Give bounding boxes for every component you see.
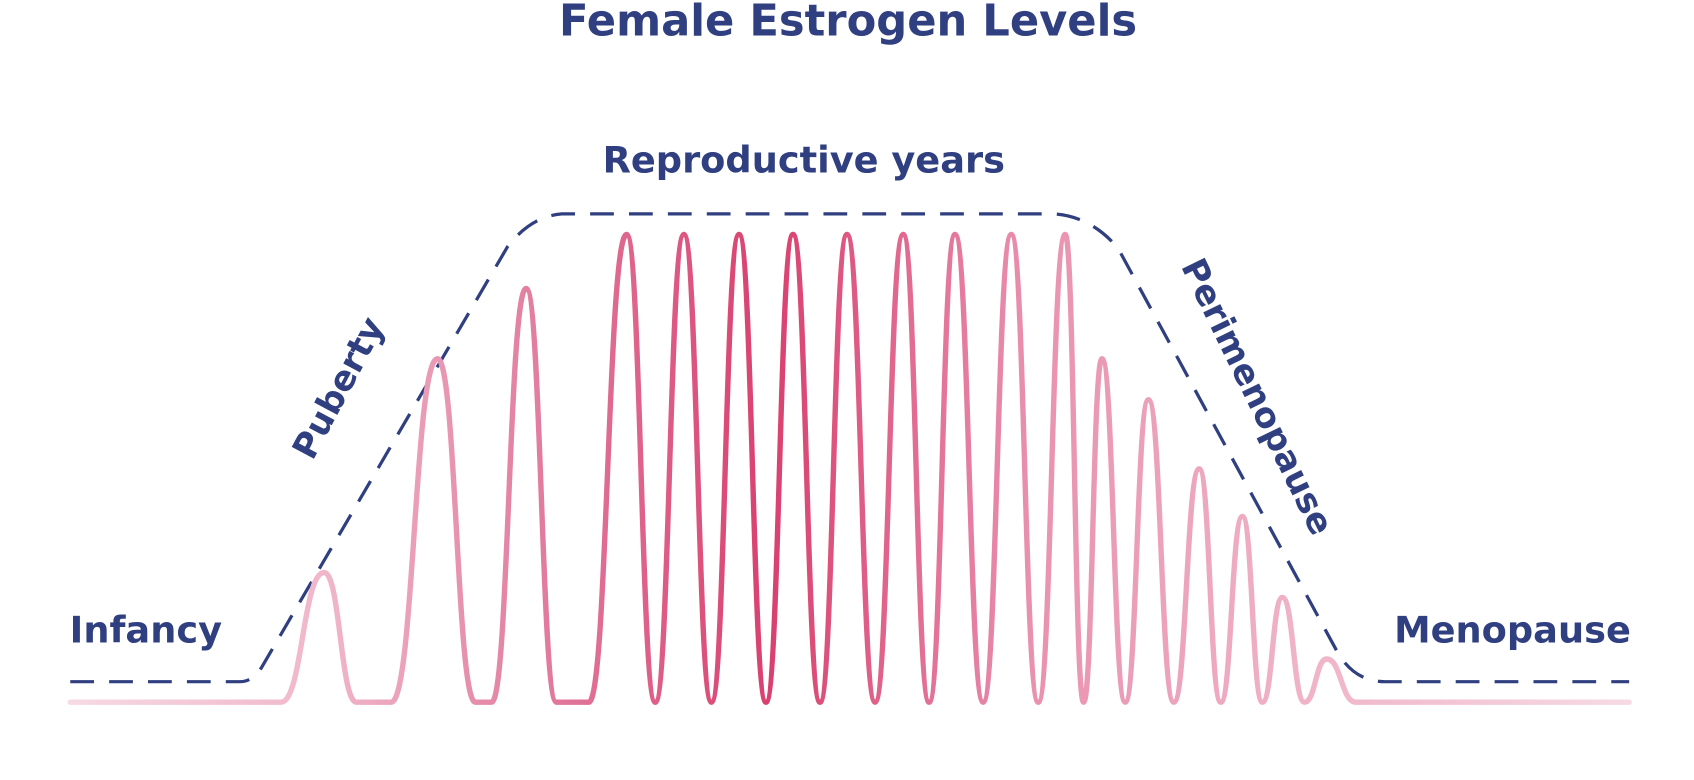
label-menopause: Menopause xyxy=(1394,608,1631,651)
estrogen-wave xyxy=(67,231,1632,705)
label-infancy: Infancy xyxy=(70,608,222,651)
label-reproductive: Reproductive years xyxy=(603,139,1005,182)
label-puberty: Puberty xyxy=(285,311,393,466)
title: Female Estrogen Levels xyxy=(559,0,1137,46)
trend-outline xyxy=(70,212,1630,684)
